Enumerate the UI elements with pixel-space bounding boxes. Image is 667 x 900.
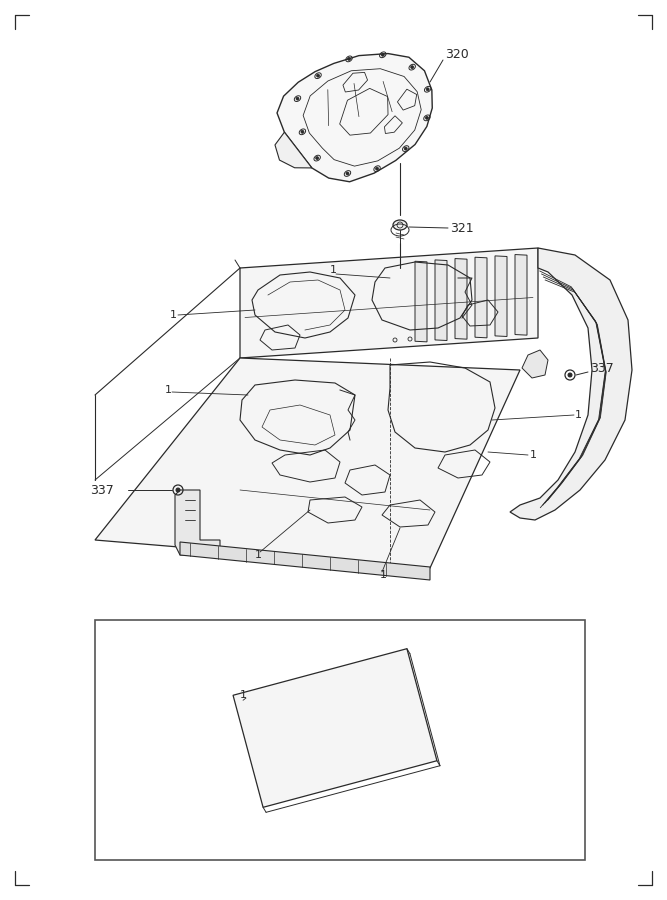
Circle shape (404, 147, 408, 150)
Circle shape (426, 88, 429, 91)
Polygon shape (95, 358, 520, 568)
Circle shape (348, 58, 351, 60)
Polygon shape (495, 256, 507, 337)
Text: 1: 1 (170, 310, 177, 320)
Circle shape (176, 488, 180, 492)
Bar (95, 620, 585, 860)
Polygon shape (510, 248, 632, 520)
Text: 1: 1 (380, 570, 387, 580)
Text: 1: 1 (530, 450, 537, 460)
Text: 337: 337 (90, 483, 114, 497)
Text: 337: 337 (590, 362, 614, 374)
Polygon shape (435, 260, 447, 340)
Circle shape (317, 74, 319, 77)
Text: 1: 1 (165, 385, 172, 395)
Circle shape (346, 172, 349, 175)
Polygon shape (175, 490, 220, 555)
Text: 1: 1 (240, 690, 247, 700)
Circle shape (315, 157, 319, 159)
Text: 1: 1 (575, 410, 582, 420)
Circle shape (376, 167, 379, 170)
Ellipse shape (393, 220, 407, 230)
Polygon shape (240, 248, 538, 358)
Text: 320: 320 (445, 49, 469, 61)
Polygon shape (515, 255, 527, 335)
Polygon shape (522, 350, 548, 378)
Circle shape (426, 116, 428, 120)
Circle shape (301, 130, 304, 133)
Text: 321: 321 (450, 221, 474, 235)
Polygon shape (233, 649, 437, 807)
Polygon shape (275, 132, 312, 168)
Polygon shape (277, 54, 432, 182)
Circle shape (411, 66, 414, 68)
Polygon shape (415, 261, 427, 342)
Text: 1: 1 (255, 550, 262, 560)
Polygon shape (180, 542, 430, 580)
Text: 1: 1 (330, 265, 337, 275)
Circle shape (296, 97, 299, 100)
Circle shape (568, 373, 572, 377)
Polygon shape (475, 257, 487, 338)
Polygon shape (455, 258, 467, 339)
Circle shape (382, 53, 384, 57)
